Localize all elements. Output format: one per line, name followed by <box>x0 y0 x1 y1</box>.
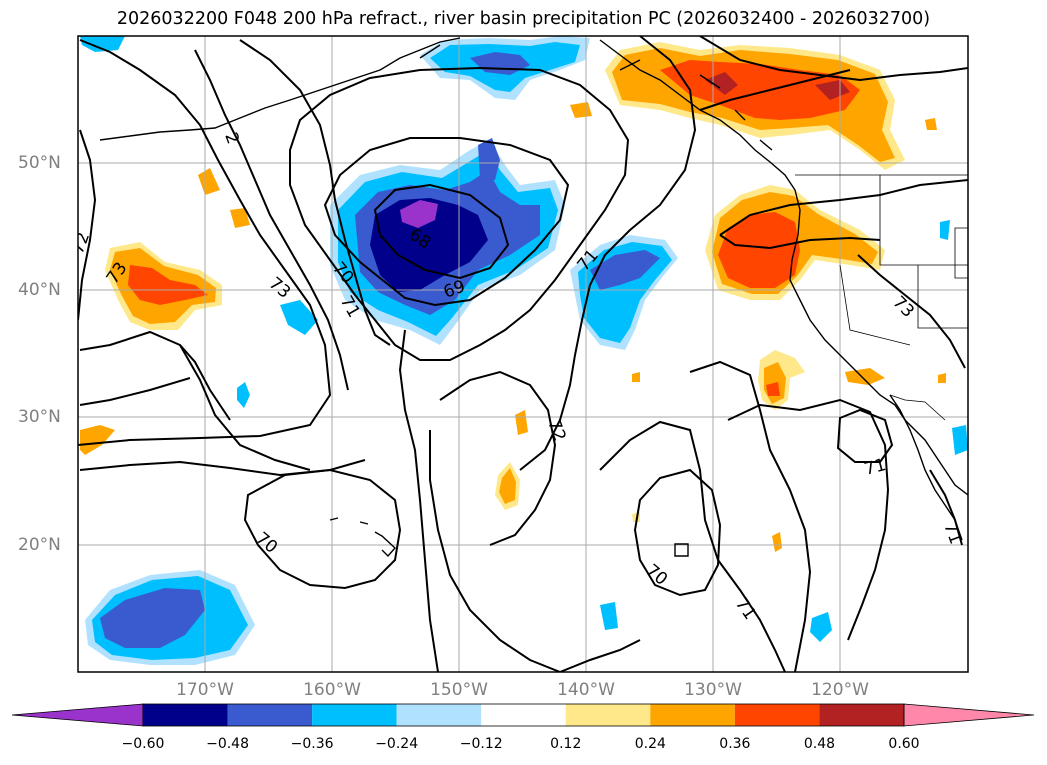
lat-tick: 30°N <box>18 407 61 427</box>
lon-tick: 130°W <box>684 680 742 700</box>
colorbar-tick-label: 0.24 <box>634 736 666 752</box>
negative-anomaly-central <box>330 138 565 345</box>
colorbar-tick-label: −0.12 <box>459 736 503 752</box>
lat-lon-grid <box>78 36 968 672</box>
colorbar-extend-high <box>903 703 1035 727</box>
colorbar-border <box>142 703 905 727</box>
colorbar-cell <box>143 704 228 726</box>
colorbar-tick-label: 0.36 <box>719 736 751 752</box>
colorbar-cell <box>227 704 313 726</box>
colorbar-cell <box>312 704 397 726</box>
negative-anomaly-small <box>237 220 968 642</box>
map-frame <box>77 35 969 673</box>
colorbar-cell <box>565 704 651 726</box>
colorbar-cell <box>650 704 735 726</box>
lon-tick: 140°W <box>557 680 615 700</box>
colorbar-tick-label: −0.60 <box>121 736 165 752</box>
borders <box>795 174 968 421</box>
negative-anomaly-east <box>570 235 678 350</box>
map-title: 2026032200 F048 200 hPa refract., river … <box>116 9 931 29</box>
colorbar-cell <box>481 704 566 726</box>
lon-tick: 160°W <box>303 680 361 700</box>
colorbar-extend-low <box>11 703 144 727</box>
refractivity-contours <box>78 36 968 672</box>
lon-tick: 120°W <box>811 680 869 700</box>
coastlines <box>99 37 968 558</box>
lat-tick: 20°N <box>18 535 61 555</box>
lat-tick: 50°N <box>18 153 61 173</box>
colorbar-tick-label: 0.60 <box>888 736 920 752</box>
lat-tick: 40°N <box>18 280 61 300</box>
colorbar-tick-label: 0.48 <box>803 736 836 752</box>
colorbar-tick-label: −0.48 <box>206 736 249 752</box>
positive-anomaly-west <box>105 242 222 330</box>
lon-tick: 150°W <box>430 680 488 700</box>
colorbar-tick-label: 0.12 <box>550 736 582 752</box>
map-canvas: 68 69 70 71 71 72 73 73 2 72 70 70 71 73… <box>77 35 969 673</box>
colorbar-tick-label: −0.36 <box>290 736 334 752</box>
colorbar-cell <box>734 704 820 726</box>
colorbar-cell <box>396 704 482 726</box>
colorbar-tick-label: −0.24 <box>375 736 419 752</box>
positive-anomaly-small <box>80 102 946 552</box>
colorbar-cell <box>819 704 904 726</box>
negative-anomaly-southwest <box>85 570 255 665</box>
lon-tick: 170°W <box>176 680 234 700</box>
